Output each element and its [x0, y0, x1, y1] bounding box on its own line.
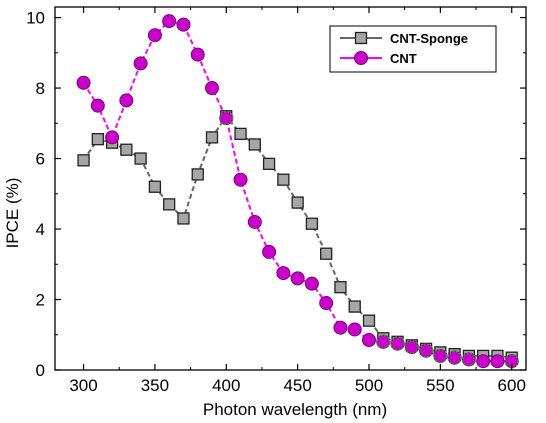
cnt-point [205, 81, 219, 96]
cnt-sponge-point [320, 247, 333, 260]
cnt-sponge-point [234, 127, 247, 141]
cnt-sponge-point [91, 133, 104, 146]
cnt-sponge-point [120, 143, 133, 156]
series-line-cnt-sponge [82, 114, 512, 359]
cnt-sponge-point [248, 138, 261, 151]
cnt-point [133, 56, 148, 71]
cnt-point [347, 322, 362, 337]
y-tick-label-6: 6 [36, 150, 45, 169]
y-tick-label-0: 0 [36, 361, 45, 380]
cnt-sponge-point [348, 300, 361, 313]
cnt-point [162, 14, 177, 29]
axes: 300 350 400 450 500 550 600 0 2 4 6 8 10 [26, 6, 527, 395]
cnt-point [233, 172, 248, 187]
x-tick-label-350: 350 [141, 376, 169, 395]
cnt-point [176, 17, 191, 32]
overlap-marker [404, 339, 420, 355]
cnt-sponge-point [191, 168, 204, 181]
overlap-marker [376, 334, 391, 350]
cnt-point [247, 214, 262, 229]
cnt-sponge-point [148, 180, 162, 193]
legend-label-cnt: CNT [390, 51, 417, 66]
cnt-sponge-point [262, 157, 276, 170]
legend-marker-cnt-sponge [354, 31, 368, 45]
cnt-point [105, 130, 120, 145]
y-tick-label-10: 10 [26, 9, 45, 28]
cnt-sponge-point [77, 154, 90, 167]
cnt-point [476, 354, 491, 369]
cnt-sponge-point [177, 212, 190, 225]
y-tick-label-2: 2 [36, 291, 45, 310]
overlap-marker [447, 350, 462, 365]
x-tick-label-400: 400 [212, 376, 240, 395]
cnt-point [76, 75, 91, 90]
cnt-point [90, 98, 105, 113]
cnt-point [333, 320, 348, 335]
x-axis-title: Photon wavelength (nm) [203, 400, 387, 419]
cnt-sponge-point [134, 152, 147, 165]
cnt-point [190, 47, 205, 62]
cnt-sponge-point [277, 173, 290, 186]
plot-area [76, 14, 519, 369]
cnt-point [119, 93, 134, 108]
legend: CNT-Sponge CNT [329, 25, 497, 73]
overlap-marker [418, 343, 434, 358]
y-tick-label-4: 4 [36, 220, 45, 239]
cnt-sponge-point [205, 131, 219, 144]
cnt-point [304, 276, 319, 291]
cnt-point [319, 296, 334, 311]
y-axis-title: IPCE (%) [3, 178, 22, 249]
x-tick-label-500: 500 [355, 376, 383, 395]
cnt-sponge-point [305, 217, 319, 230]
plot-frame [54, 6, 527, 371]
x-tick-label-450: 450 [283, 376, 311, 395]
legend-marker-cnt [354, 51, 368, 65]
overlap-marker [219, 110, 234, 126]
cnt-point [290, 271, 305, 286]
cnt-sponge-point [163, 198, 176, 211]
overlap-marker [461, 352, 477, 367]
cnt-sponge-point [362, 314, 376, 327]
y-tick-label-8: 8 [36, 79, 45, 98]
legend-label-cnt-sponge: CNT-Sponge [390, 31, 468, 46]
overlap-marker [390, 336, 405, 351]
x-tick-label-550: 550 [426, 376, 454, 395]
cnt-sponge-point [291, 196, 304, 209]
cnt-point [276, 266, 291, 281]
overlap-marker [504, 353, 519, 369]
cnt-point [262, 244, 277, 259]
overlap-marker [433, 348, 448, 364]
cnt-sponge-point [334, 281, 347, 294]
cnt-point [147, 28, 162, 43]
x-tick-label-600: 600 [498, 376, 526, 395]
x-tick-label-300: 300 [69, 376, 97, 395]
cnt-point [362, 333, 376, 348]
cnt-point [490, 354, 505, 369]
